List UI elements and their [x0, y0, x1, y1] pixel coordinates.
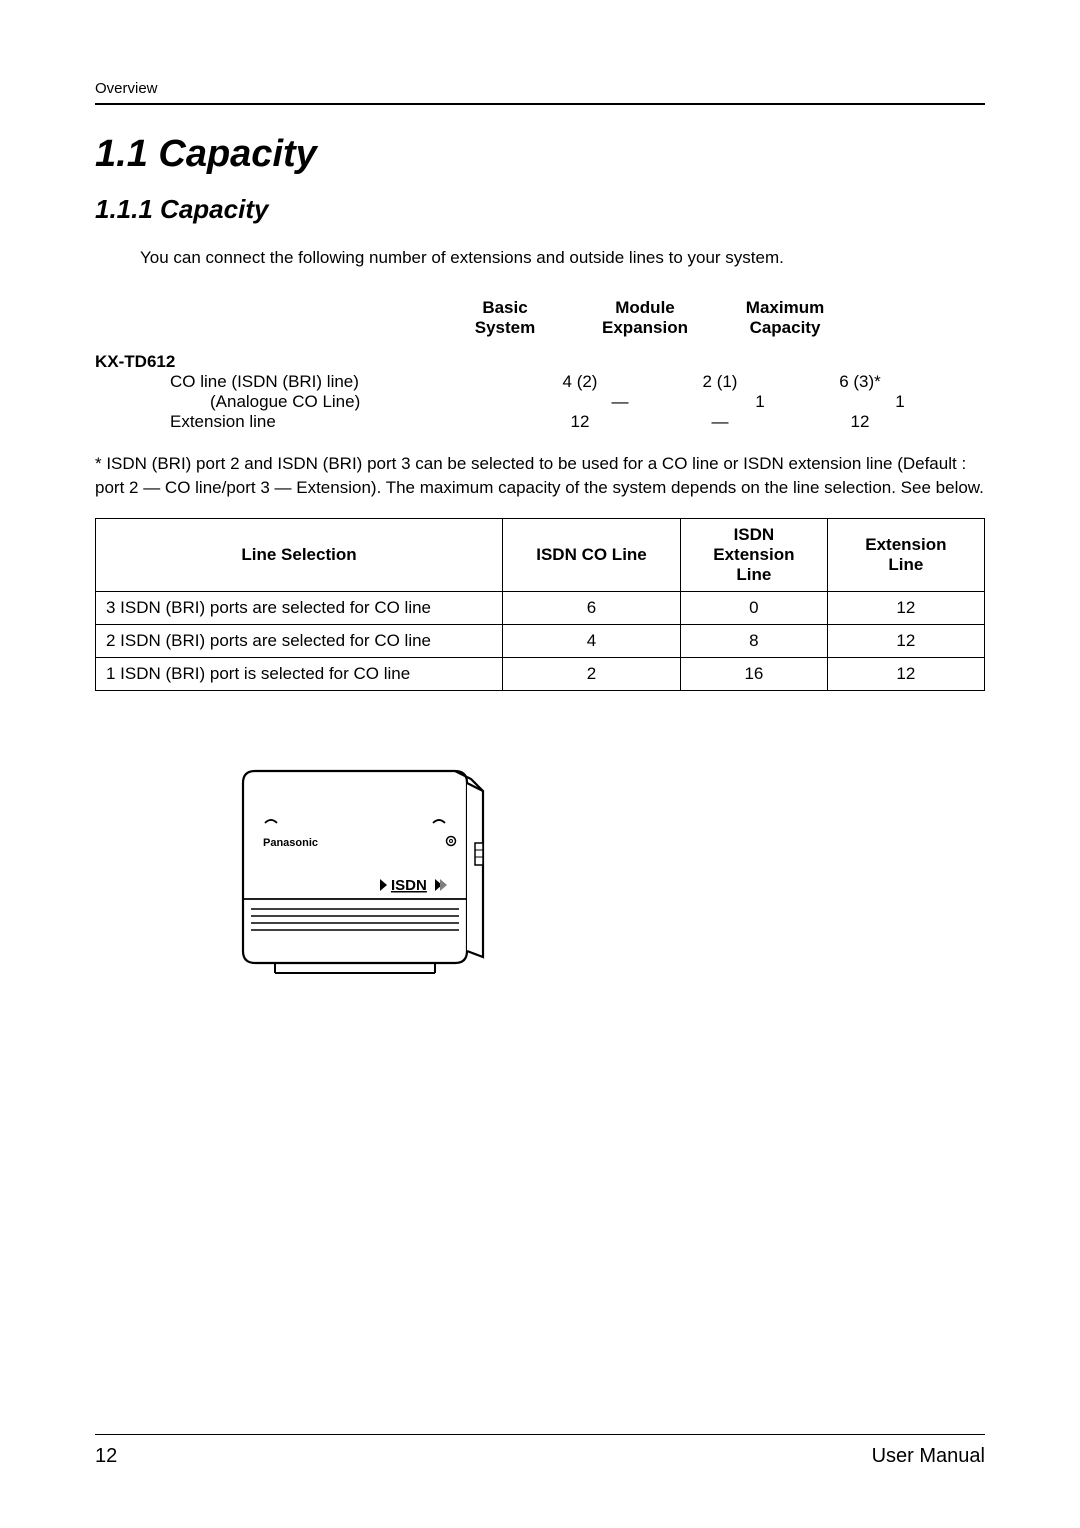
cap-row-module: 2 (1): [650, 372, 790, 392]
capacity-row: Extension line12—12: [95, 412, 985, 432]
cap-row-basic: 4 (2): [510, 372, 650, 392]
cap-hdr-max: MaximumCapacity: [715, 298, 855, 338]
capacity-table: BasicSystem ModuleExpansion MaximumCapac…: [95, 298, 985, 432]
note-text: * ISDN (BRI) port 2 and ISDN (BRI) port …: [95, 452, 985, 500]
ls-hdr-ext: Extension Line: [827, 518, 984, 591]
header-section: Overview: [95, 80, 985, 105]
ls-row-isdn-ext: 8: [681, 624, 828, 657]
cap-row-max: 1: [830, 392, 970, 412]
model-label: KX-TD612: [95, 352, 985, 372]
ls-row-ext: 12: [827, 591, 984, 624]
heading-1: 1.1 Capacity: [95, 133, 985, 176]
cap-row-label: CO line (ISDN (BRI) line): [95, 372, 510, 392]
table-row: 3 ISDN (BRI) ports are selected for CO l…: [96, 591, 985, 624]
device-illustration: Panasonic ISDN: [235, 761, 985, 986]
cap-row-basic: 12: [510, 412, 650, 432]
heading-2: 1.1.1 Capacity: [95, 194, 985, 225]
ls-row-isdn-ext: 0: [681, 591, 828, 624]
ls-hdr-isdn-ext: ISDN Extension Line: [681, 518, 828, 591]
capacity-row: (Analogue CO Line)—11: [95, 392, 985, 412]
cap-row-basic: —: [550, 392, 690, 412]
ls-row-isdn-ext: 16: [681, 657, 828, 690]
footer-title: User Manual: [872, 1445, 985, 1468]
cap-row-max: 12: [790, 412, 930, 432]
intro-text: You can connect the following number of …: [140, 247, 985, 270]
ls-row-co: 2: [503, 657, 681, 690]
ls-row-co: 4: [503, 624, 681, 657]
cap-hdr-basic: BasicSystem: [435, 298, 575, 338]
cap-hdr-module: ModuleExpansion: [575, 298, 715, 338]
line-selection-table: Line Selection ISDN CO Line ISDN Extensi…: [95, 518, 985, 691]
footer: 12 User Manual: [95, 1434, 985, 1468]
ls-row-label: 2 ISDN (BRI) ports are selected for CO l…: [96, 624, 503, 657]
ls-row-label: 1 ISDN (BRI) port is selected for CO lin…: [96, 657, 503, 690]
table-row: 2 ISDN (BRI) ports are selected for CO l…: [96, 624, 985, 657]
capacity-row: CO line (ISDN (BRI) line)4 (2)2 (1)6 (3)…: [95, 372, 985, 392]
ls-row-ext: 12: [827, 657, 984, 690]
page-number: 12: [95, 1445, 117, 1468]
table-row: 1 ISDN (BRI) port is selected for CO lin…: [96, 657, 985, 690]
cap-row-max: 6 (3)*: [790, 372, 930, 392]
cap-row-module: 1: [690, 392, 830, 412]
cap-row-module: —: [650, 412, 790, 432]
cap-row-label: Extension line: [95, 412, 510, 432]
device-brand-text: Panasonic: [263, 837, 318, 849]
ls-hdr-selection: Line Selection: [96, 518, 503, 591]
svg-text:ISDN: ISDN: [391, 877, 427, 894]
cap-row-label: (Analogue CO Line): [95, 392, 550, 412]
ls-row-label: 3 ISDN (BRI) ports are selected for CO l…: [96, 591, 503, 624]
ls-row-co: 6: [503, 591, 681, 624]
ls-hdr-co: ISDN CO Line: [503, 518, 681, 591]
ls-row-ext: 12: [827, 624, 984, 657]
